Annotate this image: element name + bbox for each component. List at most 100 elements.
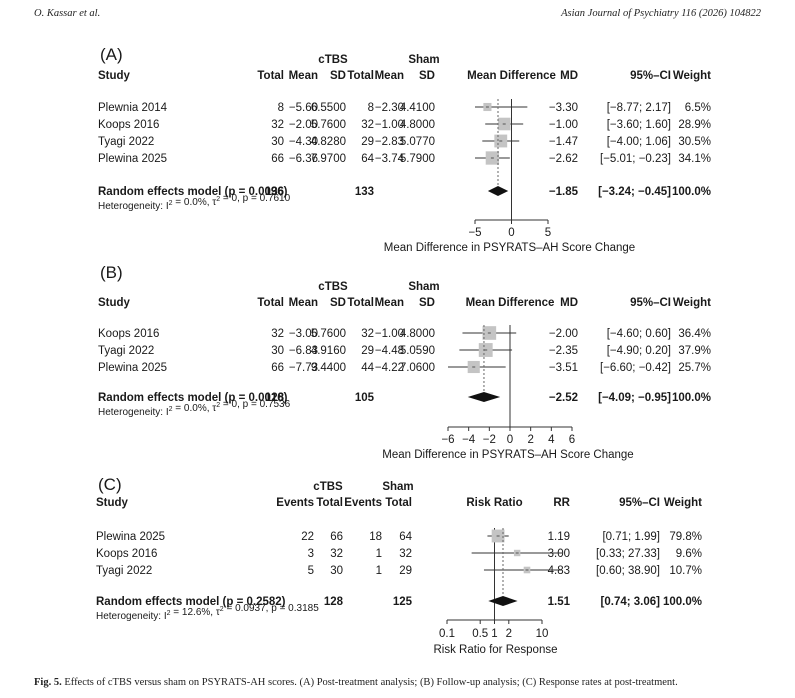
panel-a-study-total-ctbs: 66 — [271, 153, 284, 165]
panel-c-col-study: Study — [96, 497, 129, 509]
running-header-journal: Asian Journal of Psychiatry 116 (2026) 1… — [561, 8, 761, 19]
panel-c-study-total-sham: 64 — [399, 531, 412, 543]
panel-c-x-tick-label: 2 — [506, 628, 512, 640]
panel-a-study-mean-ctbs: −5.60 — [289, 102, 318, 114]
panel-b-x-tick-label: 2 — [527, 434, 533, 446]
panel-a-study-total-sham: 64 — [361, 153, 374, 165]
panel-b-study-md: −3.51 — [549, 362, 578, 374]
panel-a-study-name: Koops 2016 — [98, 119, 159, 131]
panel-c-study-total-ctbs: 32 — [330, 548, 343, 560]
panel-b-col-weight: Weight — [673, 297, 711, 309]
panel-c-study-name: Tyagi 2022 — [96, 565, 152, 577]
panel-b-col-total-ctbs: Total — [257, 297, 284, 309]
panel-b-study-total-sham: 29 — [361, 345, 374, 357]
panel-c-study-weight: 10.7% — [669, 565, 702, 577]
panel-a-study-total-sham: 8 — [368, 102, 374, 114]
panel-b-model-md: −2.52 — [549, 392, 578, 404]
panel-c-study-events-ctbs: 22 — [301, 531, 314, 543]
panel-c-model-total-sham: 125 — [393, 596, 413, 608]
panel-b-study-sd-ctbs: 5.7600 — [311, 328, 346, 340]
panel-a-study-ci: [−4.00; 1.06] — [607, 136, 671, 148]
panel-a-study-weight: 30.5% — [678, 136, 711, 148]
panel-a-study-sd-sham: 5.0770 — [400, 136, 435, 148]
panel-b-model-ci: [−4.09; −0.95] — [598, 392, 671, 404]
panel-c-group-sham-header: Sham — [382, 481, 413, 493]
panel-c-study-total-ctbs: 30 — [330, 565, 343, 577]
panel-c-study-weight: 79.8% — [669, 531, 702, 543]
panel-a-study-sd-ctbs: 5.7600 — [311, 119, 346, 131]
panel-a-study-mean-sham: −1.00 — [375, 119, 404, 131]
panel-c-study-rr: 1.19 — [548, 531, 570, 543]
panel-a-study-total-ctbs: 30 — [271, 136, 284, 148]
panel-c-model-total-ctbs: 128 — [324, 596, 344, 608]
figure-caption-label: Fig. 5. — [34, 677, 62, 688]
panel-c-model-ci: [0.74; 3.06] — [601, 596, 661, 608]
panel-c-model-label: Random effects model (p = 0.2582) — [96, 596, 286, 608]
panel-b-model-diamond — [467, 392, 501, 402]
panel-b-study-mean-sham: −1.00 — [375, 328, 404, 340]
panel-b-model-label: Random effects model (p = 0.0016) — [98, 392, 288, 404]
panel-a-model-total-sham: 133 — [355, 186, 374, 198]
panel-b-study-total-ctbs: 30 — [271, 345, 284, 357]
panel-c-group-ctbs-header: cTBS — [313, 481, 343, 493]
panel-a-col-ci: 95%–CI — [630, 70, 671, 82]
panel-a-study-sd-ctbs: 6.5500 — [311, 102, 346, 114]
panel-b-study-mean-sham: −4.48 — [375, 345, 404, 357]
panel-b-col-md: MD — [560, 297, 578, 309]
panel-b-x-tick-label: −2 — [483, 434, 496, 446]
panel-a-model-weight: 100.0% — [672, 186, 711, 198]
panel-b-col-total-sham: Total — [347, 297, 374, 309]
panel-b-model-weight: 100.0% — [672, 392, 711, 404]
panel-b-x-tick-label: 0 — [507, 434, 513, 446]
panel-a-study-name: Plewnia 2014 — [98, 102, 168, 114]
panel-a-heterogeneity: Heterogeneity: I2 = 0.0%, τ2 = 0, p = 0.… — [98, 193, 291, 212]
panel-c-col-events-sham: Events — [344, 497, 382, 509]
panel-b-panel-label: (B) — [100, 263, 123, 282]
panel-a-col-study: Study — [98, 70, 131, 82]
panel-a-study-weight: 34.1% — [678, 153, 711, 165]
panel-c-study-total-sham: 29 — [399, 565, 412, 577]
panel-a-study-md: −1.47 — [549, 136, 578, 148]
panel-b-study-weight: 36.4% — [678, 328, 711, 340]
panel-a-study-sd-ctbs: 7.9700 — [311, 153, 346, 165]
panel-b-model-total-sham: 105 — [355, 392, 375, 404]
panel-a-study-ci: [−5.01; −0.23] — [600, 153, 671, 165]
panel-a-group-sham-header: Sham — [408, 54, 439, 66]
panel-b-study-md: −2.00 — [549, 328, 578, 340]
panel-a-study-total-ctbs: 8 — [278, 102, 284, 114]
panel-c-col-risk-ratio: Risk Ratio — [466, 497, 522, 509]
panel-b-x-axis-label: Mean Difference in PSYRATS–AH Score Chan… — [382, 449, 633, 461]
panel-c-study-rr: 4.83 — [548, 565, 570, 577]
panel-c-heterogeneity: Heterogeneity: I2 = 12.6%, τ2 = 0.0937, … — [96, 603, 319, 622]
panel-b-study-total-sham: 44 — [361, 362, 374, 374]
panel-c-study-events-ctbs: 5 — [308, 565, 314, 577]
figure-caption: Fig. 5. Effects of cTBS versus sham on P… — [34, 677, 774, 688]
panel-c-study-ci: [0.71; 1.99] — [602, 531, 660, 543]
panel-a-study-md: −1.00 — [549, 119, 578, 131]
panel-c-col-rr: RR — [553, 497, 570, 509]
figure-caption-text: Effects of cTBS versus sham on PSYRATS-A… — [61, 677, 678, 688]
panel-a-study-mean-sham: −3.74 — [375, 153, 405, 165]
panel-a-study-ci: [−8.77; 2.17] — [607, 102, 671, 114]
panel-c-study-ci: [0.33; 27.33] — [596, 548, 660, 560]
panel-a-study-name: Tyagi 2022 — [98, 136, 154, 148]
panel-c-study-total-ctbs: 66 — [330, 531, 343, 543]
panel-c-x-axis-label: Risk Ratio for Response — [434, 644, 558, 656]
panel-c-study-events-ctbs: 3 — [308, 548, 314, 560]
panel-b-study-sd-ctbs: 4.9160 — [311, 345, 346, 357]
panel-a-study-sd-sham: 4.4100 — [400, 102, 435, 114]
panel-c-model-rr: 1.51 — [548, 596, 571, 608]
panel-c-col-events-ctbs: Events — [276, 497, 314, 509]
panel-a-study-mean-ctbs: −6.36 — [289, 153, 318, 165]
panel-b-study-name: Plewina 2025 — [98, 362, 167, 374]
panel-a-panel-label: (A) — [100, 45, 123, 64]
panel-a-x-tick-label: 5 — [545, 227, 551, 239]
panel-a-study-mean-sham: −2.83 — [375, 136, 404, 148]
panel-b-col-sd-sham: SD — [419, 297, 435, 309]
panel-b-group-sham-header: Sham — [408, 281, 439, 293]
panel-b-study-total-ctbs: 66 — [271, 362, 284, 374]
panel-a-study-total-ctbs: 32 — [271, 119, 284, 131]
panel-a-study-total-sham: 29 — [361, 136, 374, 148]
panel-b-col-mean-difference: Mean Difference — [466, 297, 555, 309]
